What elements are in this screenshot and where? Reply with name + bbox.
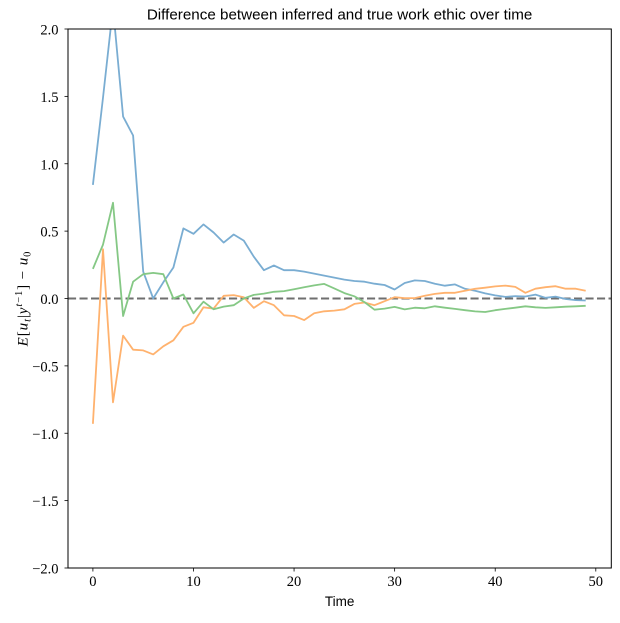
svg-text:Difference between inferred an: Difference between inferred and true wor…	[147, 7, 533, 24]
svg-text:1.5: 1.5	[40, 90, 58, 106]
svg-text:20: 20	[287, 574, 302, 590]
svg-text:50: 50	[589, 574, 604, 590]
svg-text:10: 10	[186, 574, 201, 590]
svg-text:40: 40	[488, 574, 503, 590]
svg-text:−2.0: −2.0	[32, 562, 58, 578]
svg-text:0.5: 0.5	[40, 225, 58, 241]
svg-text:−0.5: −0.5	[32, 359, 58, 375]
svg-text:30: 30	[387, 574, 402, 590]
svg-text:−1.5: −1.5	[32, 494, 58, 510]
svg-text:2.0: 2.0	[40, 23, 58, 39]
svg-text:Time: Time	[325, 594, 355, 609]
svg-text:1.0: 1.0	[40, 157, 58, 173]
svg-text:0.0: 0.0	[40, 292, 58, 308]
svg-text:−1.0: −1.0	[32, 427, 58, 443]
svg-text:E[ut|yt−1] − u0: E[ut|yt−1] − u0	[14, 251, 34, 348]
svg-text:0: 0	[89, 574, 96, 590]
